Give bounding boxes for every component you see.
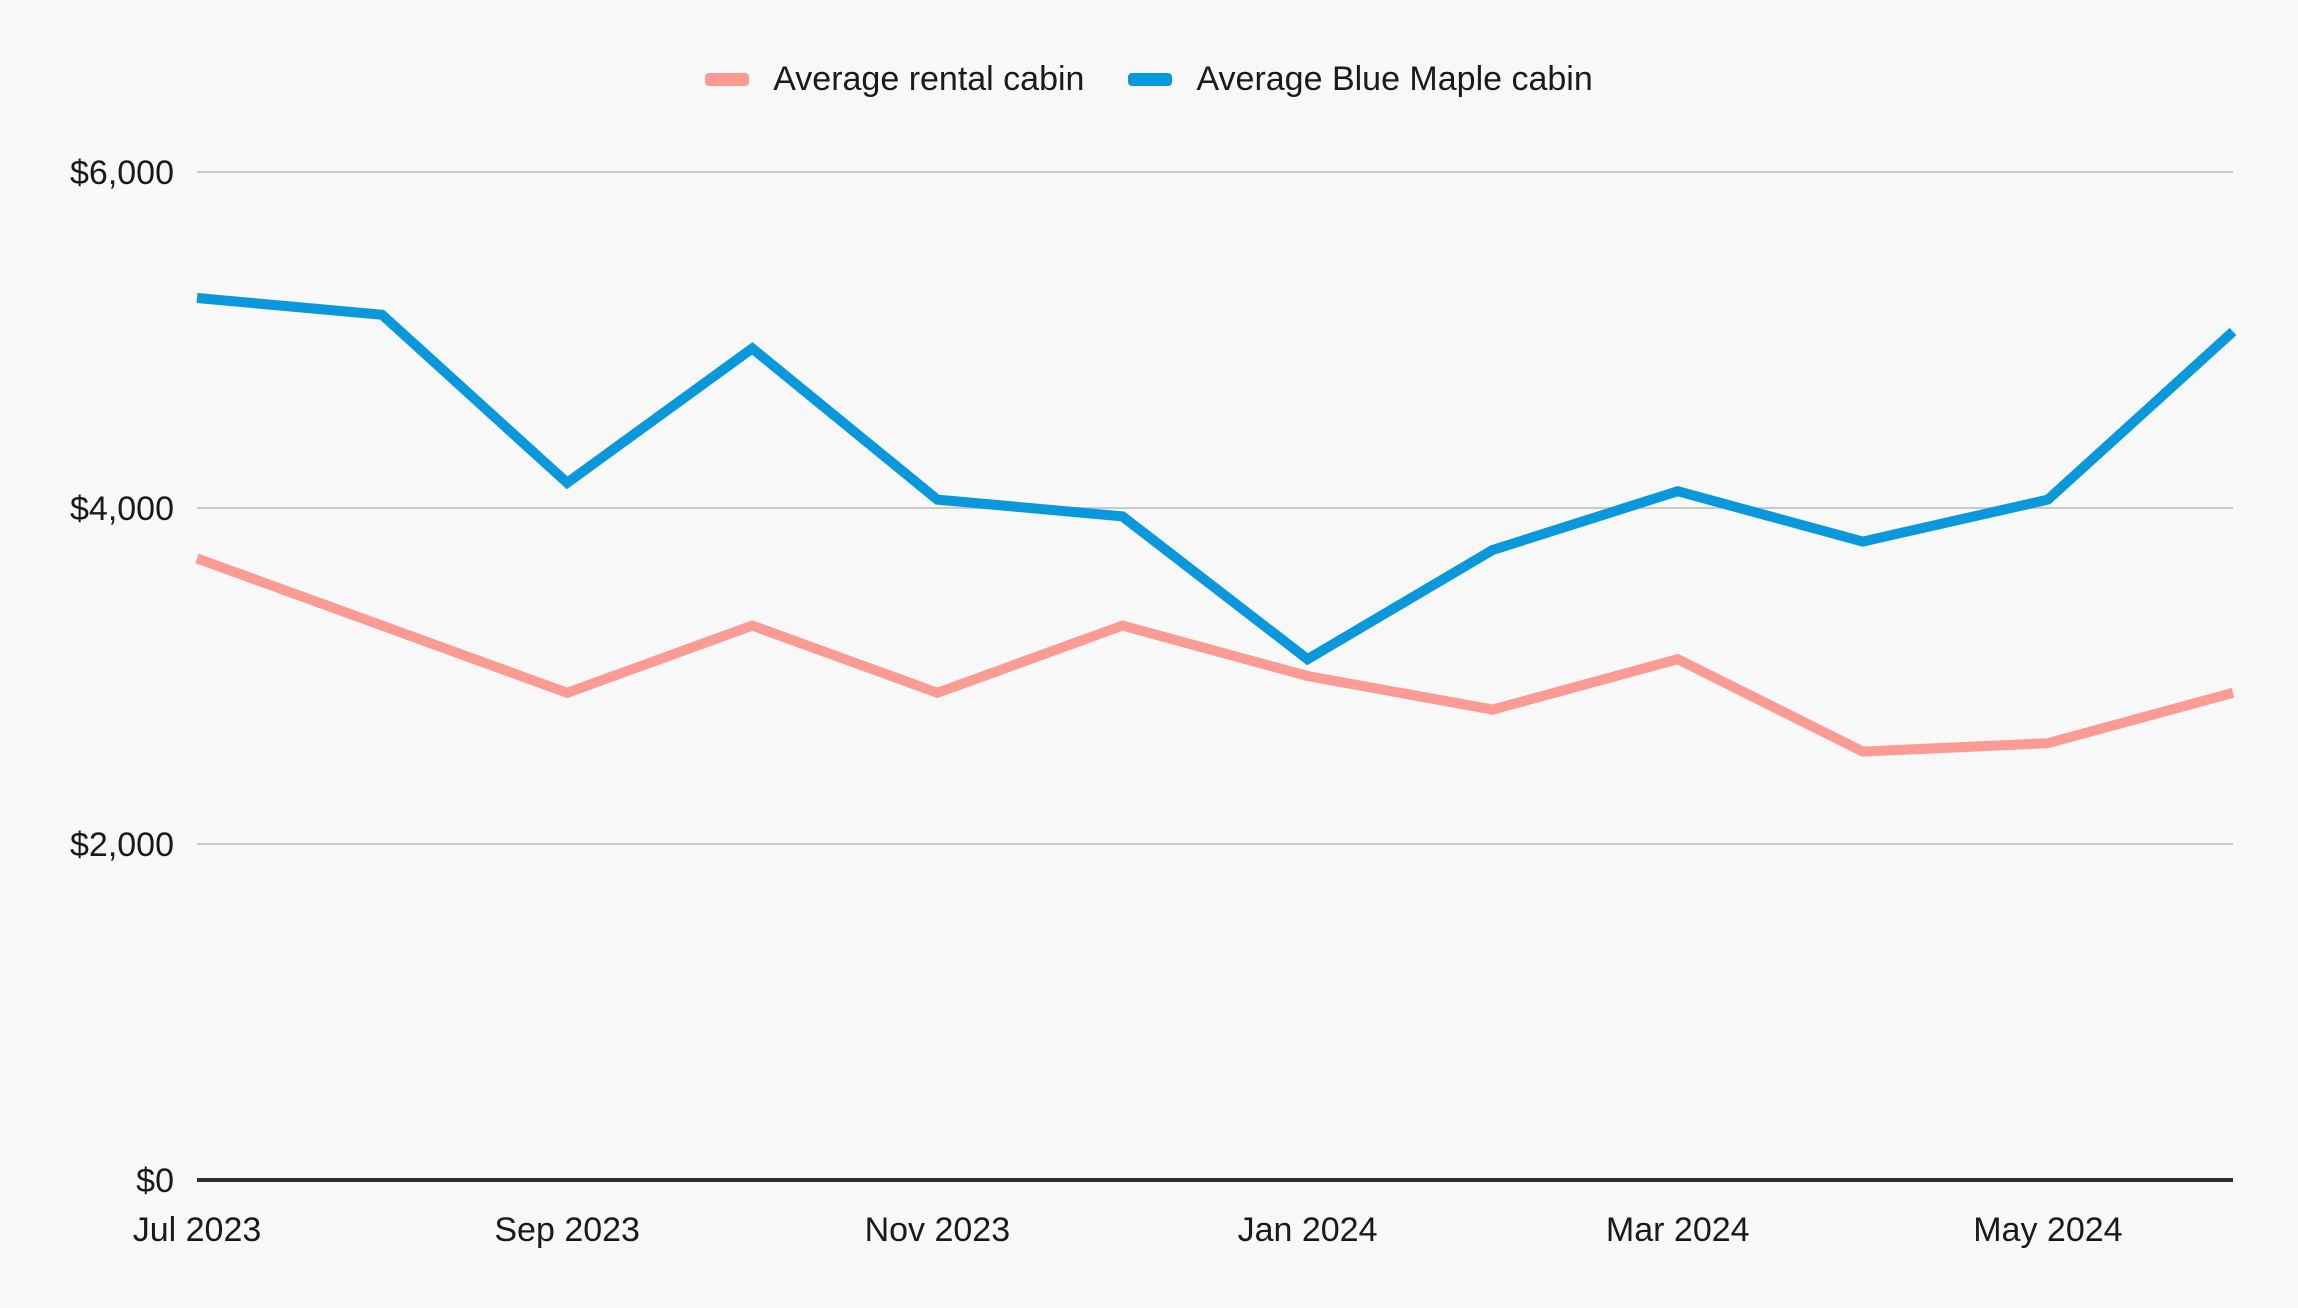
x-tick-label: Nov 2023 [865, 1211, 1011, 1249]
y-tick-label: $4,000 [70, 490, 174, 528]
x-tick-label: Jan 2024 [1238, 1211, 1378, 1249]
series-layer [195, 293, 2237, 757]
x-tick-label: Sep 2023 [494, 1211, 640, 1249]
y-tick-label: $0 [136, 1162, 174, 1200]
y-tick-label: $2,000 [70, 826, 174, 864]
series-line-average-blue-maple-cabin [196, 293, 2237, 666]
x-tick-label: May 2024 [1973, 1211, 2122, 1249]
x-tick-label: Mar 2024 [1606, 1211, 1750, 1249]
labels-layer: $0 $2,000 $4,000 $6,000 Jul 2023 Sep 2023 Nov … [70, 154, 2123, 1249]
x-tick-label: Jul 2023 [133, 1211, 262, 1249]
gridlines-layer [197, 171, 2233, 1182]
y-tick-label: $6,000 [70, 154, 174, 192]
series-line-average-rental-cabin [195, 553, 2235, 757]
